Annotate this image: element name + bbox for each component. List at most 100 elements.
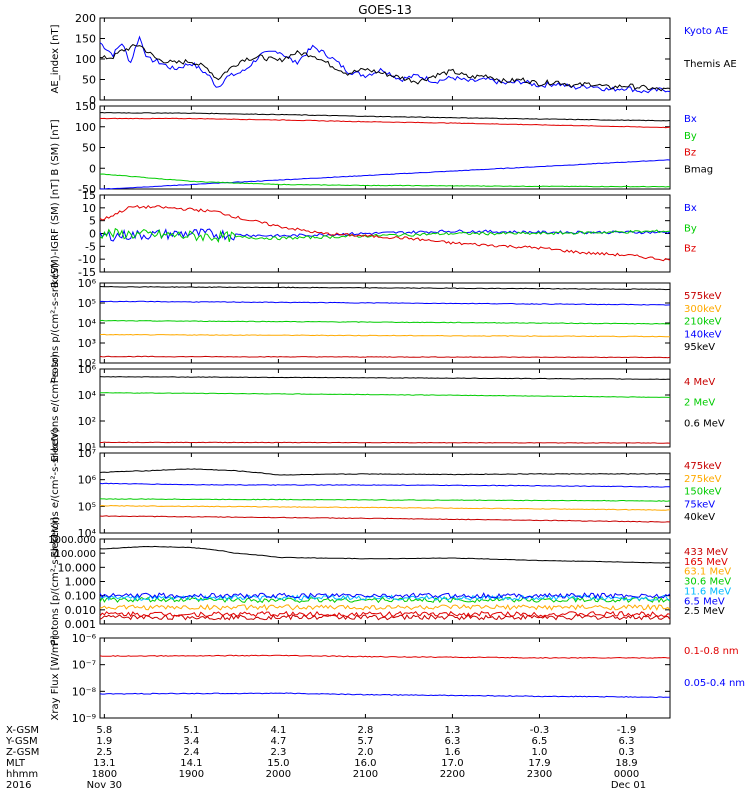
y-tick-label: 10⁶ <box>78 363 97 376</box>
panel-frame <box>99 282 671 364</box>
axis-row-value: 6.5 <box>532 736 548 747</box>
series-line-bz <box>99 117 671 129</box>
axis-row-value: 2.8 <box>357 725 373 736</box>
axis-row-label: Z-GSM <box>6 747 39 758</box>
series-line-4-mev <box>100 441 671 444</box>
legend-433-mev: 433 MeV <box>684 547 728 558</box>
series-line-0-1-0-8-nm <box>99 654 671 659</box>
series-line-bx <box>100 159 671 190</box>
legend-4-mev: 4 MeV <box>684 377 715 388</box>
series-line-0-05-0-4-nm <box>99 692 671 699</box>
y-tick-label: 10⁻⁸ <box>72 685 97 698</box>
legend-bz: Bz <box>684 244 696 255</box>
axis-row-value: 13.1 <box>93 758 115 769</box>
y-axis-label: Protons p/(cm²-s-sr-keV) <box>50 263 61 384</box>
legend-bmag: Bmag <box>684 164 713 175</box>
legend-2-5-mev: 2.5 MeV <box>684 606 725 617</box>
series-line-0-6-mev <box>99 376 671 380</box>
axis-row-value: 2.3 <box>270 747 286 758</box>
axis-row-label: hhmm <box>6 769 38 780</box>
legend-0-6-mev: 0.6 MeV <box>684 418 725 429</box>
y-tick-label: 10⁻⁶ <box>72 632 97 645</box>
legend-75kev: 75keV <box>684 499 715 510</box>
axis-row-value: 5.8 <box>96 725 112 736</box>
axis-row-value: 1.6 <box>444 747 460 758</box>
axis-row-value: 5.1 <box>183 725 199 736</box>
y-axis-label: AE_index [nT] <box>50 24 61 93</box>
y-tick-label: 5 <box>89 215 96 228</box>
y-axis-label: B (SM) [nT] <box>50 119 61 175</box>
series-line-30-6-mev <box>99 596 671 604</box>
axis-row-value: 1.3 <box>444 725 460 736</box>
y-tick-label: 0 <box>89 94 96 107</box>
axis-row-value: 15.0 <box>267 758 289 769</box>
y-tick-label: -5 <box>85 240 96 253</box>
axis-row-value: 2200 <box>440 769 465 780</box>
axis-row-value: -0.3 <box>530 725 550 736</box>
legend-150kev: 150keV <box>684 487 722 498</box>
axis-row-value: 2.4 <box>183 747 199 758</box>
y-axis-label: Protons [p/(cm²-s-sr-keV)] <box>50 517 61 645</box>
legend-575kev: 575keV <box>684 291 722 302</box>
axis-row-value: 4.1 <box>270 725 286 736</box>
legend-275kev: 275keV <box>684 474 722 485</box>
legend-themis-ae: Themis AE <box>683 59 737 70</box>
panel-xray: 10⁻⁶ 10⁻⁷ 10⁻⁸ 10⁻⁹ Xray Flux [W/m²] 0.1-0.8 … <box>50 632 745 725</box>
legend-by: By <box>684 131 697 142</box>
plot-title: GOES-13 <box>358 3 412 17</box>
y-tick-label: 10⁵ <box>78 297 96 310</box>
y-tick-label: 100.000 <box>55 549 96 560</box>
axis-row-label: Y-GSM <box>5 736 38 747</box>
y-tick-label: 10⁶ <box>78 474 97 487</box>
axis-row-value: 1900 <box>179 769 204 780</box>
y-tick-label: -15 <box>78 266 96 279</box>
axis-row-value: -1.9 <box>617 725 637 736</box>
y-axis-label: Electrons e/(cm²-s-sr) <box>50 354 61 462</box>
legend-6-5-mev: 6.5 MeV <box>684 596 725 607</box>
series-line-kyoto-ae <box>99 35 671 94</box>
series-line-575kev <box>99 355 671 359</box>
axis-row-label: X-GSM <box>6 725 39 736</box>
y-tick-label: 1000.000 <box>48 535 96 546</box>
y-tick-label: 50 <box>82 142 96 155</box>
series-line-bmag <box>99 111 671 122</box>
y-tick-label: 10¹ <box>78 441 96 454</box>
series-line-300kev <box>99 333 670 338</box>
series-line-6-5-mev <box>99 592 671 600</box>
y-tick-label: 1.000 <box>65 576 97 589</box>
y-tick-label: 10 <box>82 202 96 215</box>
y-tick-label: 150 <box>75 100 96 113</box>
panel-frame <box>99 538 671 625</box>
series-line-150kev <box>99 498 671 502</box>
axis-row-value: 2300 <box>527 769 552 780</box>
series-line-bz <box>99 204 671 262</box>
legend-kyoto-ae: Kyoto AE <box>684 26 728 37</box>
panel-bsm: 150 100 50 0 -50 B (SM) [nT] Bx By Bz Bmag <box>50 100 713 196</box>
y-tick-label: -10 <box>78 253 96 266</box>
y-tick-label: 0.001 <box>65 618 97 631</box>
axis-row-value: 5.7 <box>357 736 373 747</box>
panel-electrons_mev: 10⁶ 10⁴ 10² 10¹ Electrons e/(cm²-s-sr) 4 MeV 2… <box>50 354 725 462</box>
axis-row-value: 2.0 <box>357 747 373 758</box>
series-line-75kev <box>99 482 671 488</box>
series-line-2-mev <box>99 392 670 398</box>
legend-0-1-0-8-nm: 0.1-0.8 nm <box>684 646 739 657</box>
panel-electrons_kev: 10⁷ 10⁶ 10⁵ 10⁴ Electrons e/(cm²-s-sr-keV) 47… <box>50 428 722 557</box>
axis-row-value: 0000 <box>614 769 639 780</box>
axis-row-value: 1800 <box>92 769 117 780</box>
y-tick-label: 10⁴ <box>78 527 97 540</box>
y-tick-label: 10³ <box>78 337 96 350</box>
end-date-label: Dec 01 <box>611 780 646 791</box>
axis-row-value: 18.9 <box>615 758 637 769</box>
axis-row-value: 6.3 <box>619 736 635 747</box>
y-axis-label: B (SM)-IGRF (SM) [nT] <box>50 179 61 288</box>
axis-row-value: 6.3 <box>444 736 460 747</box>
legend-bx: Bx <box>684 203 697 214</box>
y-tick-label: 0 <box>89 228 96 241</box>
y-tick-label: 150 <box>75 33 96 46</box>
axis-row-value: 2100 <box>353 769 378 780</box>
axis-row-value: 17.0 <box>441 758 463 769</box>
axis-row-value: 2000 <box>266 769 291 780</box>
